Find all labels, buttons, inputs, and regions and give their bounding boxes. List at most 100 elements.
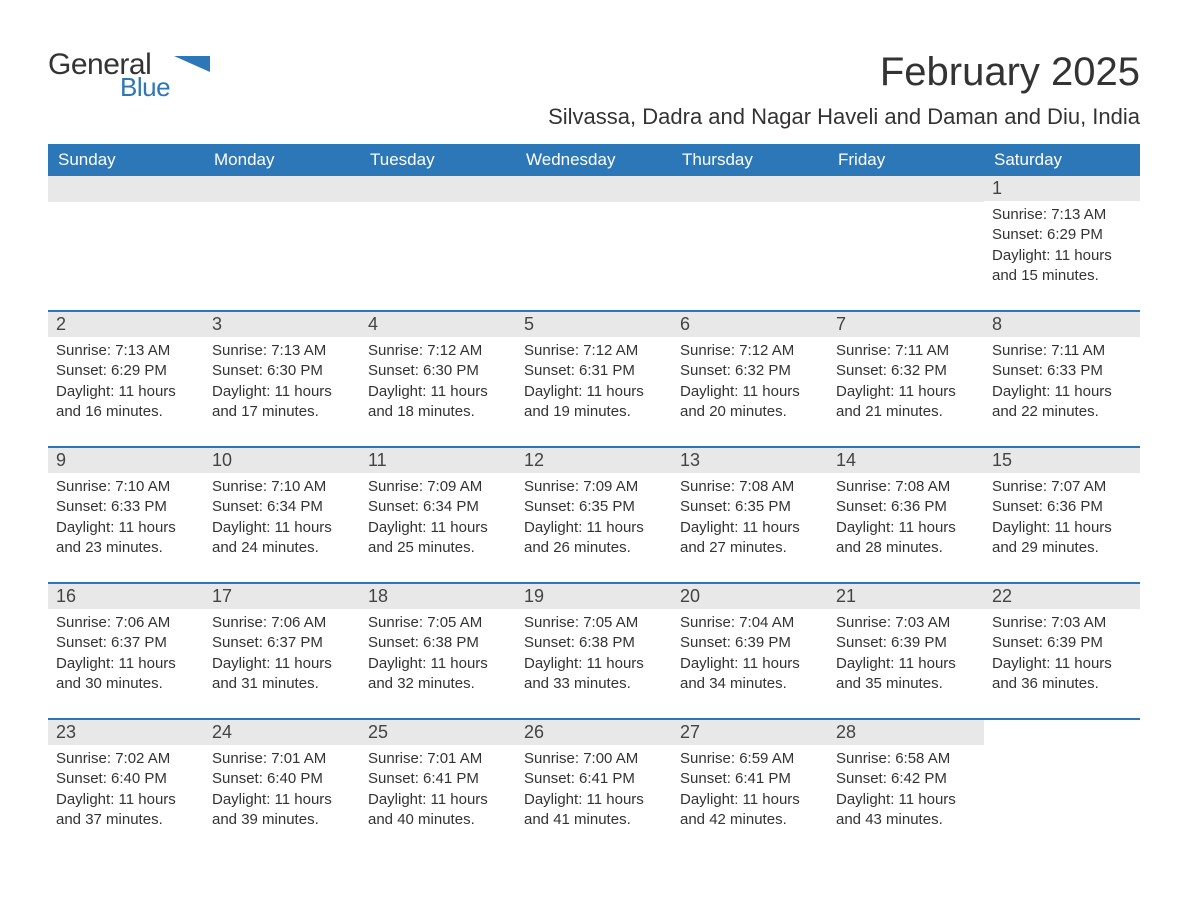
day-sunrise: Sunrise: 7:13 AM — [992, 205, 1132, 225]
day-number: 15 — [984, 448, 1140, 473]
day-cell: 7Sunrise: 7:11 AMSunset: 6:32 PMDaylight… — [828, 312, 984, 432]
day-sunset: Sunset: 6:35 PM — [680, 497, 820, 517]
day-cell: 4Sunrise: 7:12 AMSunset: 6:30 PMDaylight… — [360, 312, 516, 432]
day-daylight1: Daylight: 11 hours — [524, 654, 664, 674]
day-daylight1: Daylight: 11 hours — [212, 790, 352, 810]
day-sunset: Sunset: 6:29 PM — [56, 361, 196, 381]
day-daylight2: and 32 minutes. — [368, 674, 508, 694]
day-sunset: Sunset: 6:33 PM — [56, 497, 196, 517]
day-number: 7 — [828, 312, 984, 337]
day-details: Sunrise: 7:06 AMSunset: 6:37 PMDaylight:… — [204, 609, 360, 696]
day-number — [48, 176, 204, 202]
day-cell: 20Sunrise: 7:04 AMSunset: 6:39 PMDayligh… — [672, 584, 828, 704]
day-cell — [672, 176, 828, 296]
day-sunset: Sunset: 6:41 PM — [524, 769, 664, 789]
day-daylight1: Daylight: 11 hours — [836, 790, 976, 810]
day-daylight2: and 25 minutes. — [368, 538, 508, 558]
day-cell: 26Sunrise: 7:00 AMSunset: 6:41 PMDayligh… — [516, 720, 672, 840]
day-sunset: Sunset: 6:29 PM — [992, 225, 1132, 245]
day-sunrise: Sunrise: 7:03 AM — [992, 613, 1132, 633]
day-number — [672, 176, 828, 202]
day-number: 5 — [516, 312, 672, 337]
day-number: 8 — [984, 312, 1140, 337]
week-row: 9Sunrise: 7:10 AMSunset: 6:33 PMDaylight… — [48, 446, 1140, 568]
day-sunrise: Sunrise: 7:13 AM — [56, 341, 196, 361]
day-daylight1: Daylight: 11 hours — [368, 518, 508, 538]
day-details: Sunrise: 7:10 AMSunset: 6:33 PMDaylight:… — [48, 473, 204, 560]
day-details: Sunrise: 7:07 AMSunset: 6:36 PMDaylight:… — [984, 473, 1140, 560]
day-details: Sunrise: 7:08 AMSunset: 6:36 PMDaylight:… — [828, 473, 984, 560]
day-daylight2: and 15 minutes. — [992, 266, 1132, 286]
month-title: February 2025 — [880, 50, 1140, 95]
day-details: Sunrise: 7:13 AMSunset: 6:29 PMDaylight:… — [984, 201, 1140, 288]
day-sunset: Sunset: 6:35 PM — [524, 497, 664, 517]
day-daylight2: and 18 minutes. — [368, 402, 508, 422]
day-cell: 1Sunrise: 7:13 AMSunset: 6:29 PMDaylight… — [984, 176, 1140, 296]
day-daylight2: and 27 minutes. — [680, 538, 820, 558]
week-row: 16Sunrise: 7:06 AMSunset: 6:37 PMDayligh… — [48, 582, 1140, 704]
day-daylight1: Daylight: 11 hours — [368, 382, 508, 402]
day-header-row: SundayMondayTuesdayWednesdayThursdayFrid… — [48, 144, 1140, 176]
day-number: 20 — [672, 584, 828, 609]
day-sunset: Sunset: 6:33 PM — [992, 361, 1132, 381]
day-sunset: Sunset: 6:37 PM — [56, 633, 196, 653]
day-daylight1: Daylight: 11 hours — [56, 518, 196, 538]
day-number: 26 — [516, 720, 672, 745]
day-daylight1: Daylight: 11 hours — [836, 654, 976, 674]
day-details: Sunrise: 7:06 AMSunset: 6:37 PMDaylight:… — [48, 609, 204, 696]
day-details: Sunrise: 7:04 AMSunset: 6:39 PMDaylight:… — [672, 609, 828, 696]
day-daylight1: Daylight: 11 hours — [524, 382, 664, 402]
day-daylight2: and 40 minutes. — [368, 810, 508, 830]
day-daylight2: and 29 minutes. — [992, 538, 1132, 558]
day-cell: 15Sunrise: 7:07 AMSunset: 6:36 PMDayligh… — [984, 448, 1140, 568]
day-sunrise: Sunrise: 7:07 AM — [992, 477, 1132, 497]
day-number: 2 — [48, 312, 204, 337]
day-cell: 16Sunrise: 7:06 AMSunset: 6:37 PMDayligh… — [48, 584, 204, 704]
day-sunrise: Sunrise: 7:01 AM — [212, 749, 352, 769]
day-cell: 13Sunrise: 7:08 AMSunset: 6:35 PMDayligh… — [672, 448, 828, 568]
day-cell: 23Sunrise: 7:02 AMSunset: 6:40 PMDayligh… — [48, 720, 204, 840]
day-cell: 8Sunrise: 7:11 AMSunset: 6:33 PMDaylight… — [984, 312, 1140, 432]
day-daylight1: Daylight: 11 hours — [992, 518, 1132, 538]
day-cell — [516, 176, 672, 296]
day-sunrise: Sunrise: 7:12 AM — [368, 341, 508, 361]
day-cell: 5Sunrise: 7:12 AMSunset: 6:31 PMDaylight… — [516, 312, 672, 432]
day-sunset: Sunset: 6:41 PM — [368, 769, 508, 789]
day-number: 27 — [672, 720, 828, 745]
day-sunrise: Sunrise: 7:11 AM — [992, 341, 1132, 361]
day-daylight2: and 17 minutes. — [212, 402, 352, 422]
day-daylight2: and 16 minutes. — [56, 402, 196, 422]
day-details: Sunrise: 6:58 AMSunset: 6:42 PMDaylight:… — [828, 745, 984, 832]
day-number: 6 — [672, 312, 828, 337]
day-sunrise: Sunrise: 7:10 AM — [212, 477, 352, 497]
day-header: Sunday — [48, 144, 204, 176]
day-details: Sunrise: 7:09 AMSunset: 6:35 PMDaylight:… — [516, 473, 672, 560]
day-sunrise: Sunrise: 7:11 AM — [836, 341, 976, 361]
day-header: Wednesday — [516, 144, 672, 176]
day-daylight1: Daylight: 11 hours — [56, 382, 196, 402]
day-sunset: Sunset: 6:32 PM — [680, 361, 820, 381]
day-sunset: Sunset: 6:40 PM — [56, 769, 196, 789]
day-cell — [828, 176, 984, 296]
day-number: 28 — [828, 720, 984, 745]
day-number: 21 — [828, 584, 984, 609]
day-daylight1: Daylight: 11 hours — [992, 654, 1132, 674]
day-daylight2: and 31 minutes. — [212, 674, 352, 694]
day-daylight1: Daylight: 11 hours — [368, 790, 508, 810]
day-sunset: Sunset: 6:37 PM — [212, 633, 352, 653]
day-daylight2: and 23 minutes. — [56, 538, 196, 558]
day-header: Saturday — [984, 144, 1140, 176]
day-details: Sunrise: 7:05 AMSunset: 6:38 PMDaylight:… — [516, 609, 672, 696]
day-number — [204, 176, 360, 202]
week-row: 1Sunrise: 7:13 AMSunset: 6:29 PMDaylight… — [48, 176, 1140, 296]
day-cell: 22Sunrise: 7:03 AMSunset: 6:39 PMDayligh… — [984, 584, 1140, 704]
day-details: Sunrise: 7:11 AMSunset: 6:33 PMDaylight:… — [984, 337, 1140, 424]
day-cell: 18Sunrise: 7:05 AMSunset: 6:38 PMDayligh… — [360, 584, 516, 704]
day-sunset: Sunset: 6:30 PM — [212, 361, 352, 381]
day-number: 11 — [360, 448, 516, 473]
day-daylight1: Daylight: 11 hours — [680, 382, 820, 402]
day-cell: 6Sunrise: 7:12 AMSunset: 6:32 PMDaylight… — [672, 312, 828, 432]
week-row: 23Sunrise: 7:02 AMSunset: 6:40 PMDayligh… — [48, 718, 1140, 840]
day-header: Tuesday — [360, 144, 516, 176]
day-cell: 12Sunrise: 7:09 AMSunset: 6:35 PMDayligh… — [516, 448, 672, 568]
